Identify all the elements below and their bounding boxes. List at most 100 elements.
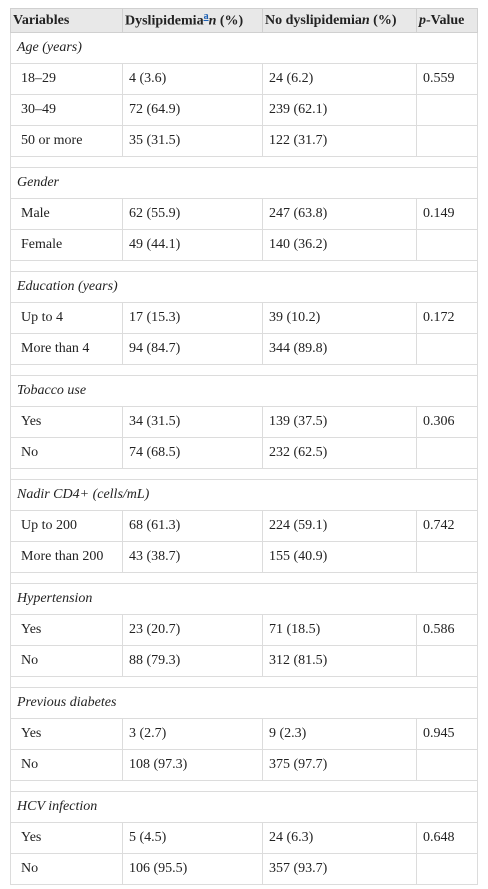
header-cell: p-Value <box>416 8 478 33</box>
row-value: 122 (31.7) <box>262 125 417 157</box>
row-value: 24 (6.3) <box>262 822 417 854</box>
header-stat: (%) <box>373 12 397 28</box>
row-value: 72 (64.9) <box>122 94 263 126</box>
spacer-cell <box>10 156 478 168</box>
header-text: Variables <box>13 12 70 28</box>
data-row: 18–29 4 (3.6) 24 (6.2) 0.559 <box>10 63 478 95</box>
row-label: Yes <box>10 822 123 854</box>
spacer-row <box>10 572 478 584</box>
spacer-row <box>10 260 478 272</box>
row-value: 49 (44.1) <box>122 229 263 261</box>
row-label: More than 4 <box>10 333 123 365</box>
header-cell: Variables <box>10 8 123 33</box>
spacer-row <box>10 156 478 168</box>
row-value: 43 (38.7) <box>122 541 263 573</box>
spacer-cell <box>10 468 478 480</box>
section-title: Gender <box>10 167 478 199</box>
section-row: HCV infection <box>10 791 478 823</box>
data-row: Up to 200 68 (61.3) 224 (59.1) 0.742 <box>10 510 478 542</box>
header-row: Variables Dyslipidemiaan (%) No dyslipid… <box>10 8 478 33</box>
empty-cell <box>416 541 478 573</box>
p-value: 0.742 <box>416 510 478 542</box>
p-value: 0.172 <box>416 302 478 334</box>
row-value: 155 (40.9) <box>262 541 417 573</box>
row-value: 239 (62.1) <box>262 94 417 126</box>
data-row: Yes 5 (4.5) 24 (6.3) 0.648 <box>10 822 478 854</box>
p-value: 0.149 <box>416 198 478 230</box>
data-row: No 74 (68.5) 232 (62.5) <box>10 437 478 469</box>
row-value: 94 (84.7) <box>122 333 263 365</box>
row-value: 106 (95.5) <box>122 853 263 885</box>
row-label: No <box>10 645 123 677</box>
header-stat-var: n <box>208 13 217 29</box>
row-label: No <box>10 853 123 885</box>
section-row: Nadir CD4+ (cells/mL) <box>10 479 478 511</box>
p-value: 0.945 <box>416 718 478 750</box>
row-label: 18–29 <box>10 63 123 95</box>
row-label: 50 or more <box>10 125 123 157</box>
row-value: 34 (31.5) <box>122 406 263 438</box>
empty-cell <box>416 333 478 365</box>
row-value: 312 (81.5) <box>262 645 417 677</box>
spacer-row <box>10 676 478 688</box>
data-row: Yes 23 (20.7) 71 (18.5) 0.586 <box>10 614 478 646</box>
row-value: 74 (68.5) <box>122 437 263 469</box>
section-row: Tobacco use <box>10 375 478 407</box>
row-value: 17 (15.3) <box>122 302 263 334</box>
section-row: Age (years) <box>10 32 478 64</box>
header-cell: No dyslipidemian (%) <box>262 8 417 33</box>
row-label: Yes <box>10 614 123 646</box>
p-value: 0.586 <box>416 614 478 646</box>
header-cell: Dyslipidemiaan (%) <box>122 8 263 33</box>
row-label: No <box>10 437 123 469</box>
header-p-var: p <box>419 12 426 28</box>
row-label: Yes <box>10 718 123 750</box>
spacer-cell <box>10 676 478 688</box>
row-label: More than 200 <box>10 541 123 573</box>
p-value: 0.559 <box>416 63 478 95</box>
section-title: Tobacco use <box>10 375 478 407</box>
spacer-row <box>10 468 478 480</box>
row-label: Up to 200 <box>10 510 123 542</box>
spacer-cell <box>10 364 478 376</box>
empty-cell <box>416 749 478 781</box>
row-value: 4 (3.6) <box>122 63 263 95</box>
data-row: 30–49 72 (64.9) 239 (62.1) <box>10 94 478 126</box>
data-row: Female 49 (44.1) 140 (36.2) <box>10 229 478 261</box>
spacer-row <box>10 364 478 376</box>
data-row: More than 4 94 (84.7) 344 (89.8) <box>10 333 478 365</box>
row-value: 23 (20.7) <box>122 614 263 646</box>
row-value: 247 (63.8) <box>262 198 417 230</box>
spacer-cell <box>10 572 478 584</box>
header-stat-var: n <box>361 12 370 28</box>
row-value: 232 (62.5) <box>262 437 417 469</box>
row-value: 224 (59.1) <box>262 510 417 542</box>
footnote-link[interactable]: a <box>203 11 209 23</box>
spacer-row <box>10 780 478 792</box>
row-value: 108 (97.3) <box>122 749 263 781</box>
data-row: More than 200 43 (38.7) 155 (40.9) <box>10 541 478 573</box>
empty-cell <box>416 229 478 261</box>
header-text: Dyslipidemia <box>125 13 204 29</box>
section-row: Hypertension <box>10 583 478 615</box>
section-title: HCV infection <box>10 791 478 823</box>
empty-cell <box>416 645 478 677</box>
empty-cell <box>416 853 478 885</box>
data-table: Variables Dyslipidemiaan (%) No dyslipid… <box>10 8 478 885</box>
empty-cell <box>416 94 478 126</box>
row-label: No <box>10 749 123 781</box>
row-value: 139 (37.5) <box>262 406 417 438</box>
row-value: 140 (36.2) <box>262 229 417 261</box>
section-title: Education (years) <box>10 271 478 303</box>
p-value: 0.306 <box>416 406 478 438</box>
row-value: 71 (18.5) <box>262 614 417 646</box>
section-title: Previous diabetes <box>10 687 478 719</box>
row-value: 357 (93.7) <box>262 853 417 885</box>
data-row: Yes 3 (2.7) 9 (2.3) 0.945 <box>10 718 478 750</box>
data-row: 50 or more 35 (31.5) 122 (31.7) <box>10 125 478 157</box>
header-text: -Value <box>426 12 465 28</box>
row-label: Up to 4 <box>10 302 123 334</box>
header-text: No dyslipidemia <box>265 12 362 28</box>
section-title: Age (years) <box>10 32 478 64</box>
